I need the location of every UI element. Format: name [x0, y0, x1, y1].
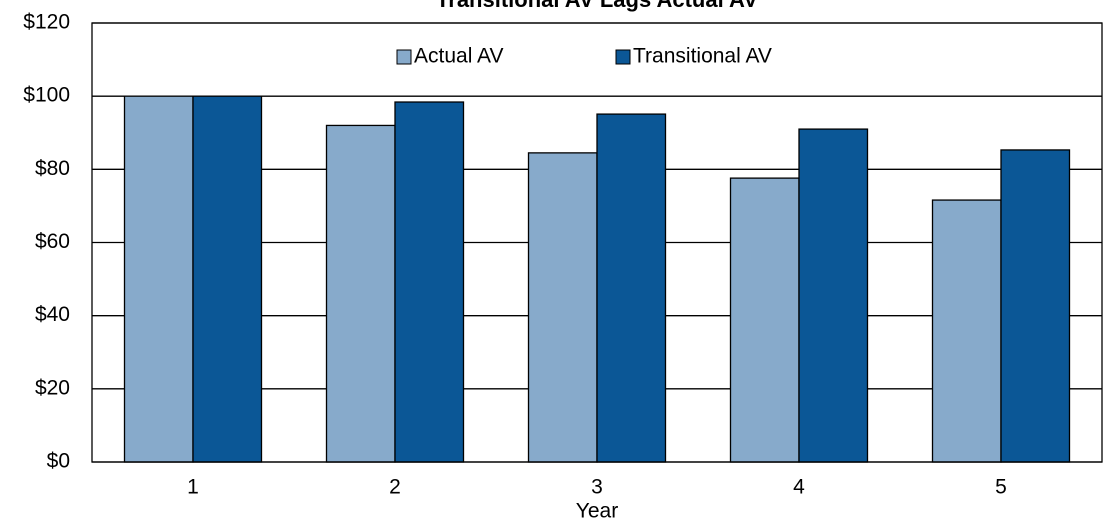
bar — [596, 113, 667, 463]
x-tick-label: 5 — [995, 476, 1007, 499]
x-axis-label: Year — [576, 500, 618, 523]
bar — [192, 95, 263, 463]
bar — [394, 101, 465, 463]
x-tick-label: 3 — [591, 476, 603, 499]
y-tick-label: $120 — [23, 11, 70, 34]
bar — [1000, 149, 1071, 463]
y-tick-label: $20 — [35, 376, 70, 399]
y-tick-label: $100 — [23, 84, 70, 107]
bar — [527, 152, 598, 463]
y-tick-label: $0 — [47, 450, 70, 473]
x-tick-label: 1 — [187, 476, 199, 499]
x-tick-label: 4 — [793, 476, 805, 499]
legend-label: Actual AV — [414, 45, 504, 68]
legend-swatch — [615, 49, 631, 65]
chart-title: Transitional AV Lags Actual AV — [436, 0, 758, 12]
bar — [931, 199, 1002, 463]
y-tick-label: $60 — [35, 230, 70, 253]
bar — [123, 95, 194, 463]
x-tick-label: 2 — [389, 476, 401, 499]
bar — [325, 124, 396, 463]
bar — [798, 128, 869, 463]
legend-label: Transitional AV — [633, 45, 772, 68]
y-tick-label: $40 — [35, 303, 70, 326]
bar — [729, 177, 800, 463]
legend-swatch — [396, 49, 412, 65]
plot-border — [91, 22, 1103, 463]
y-tick-label: $80 — [35, 157, 70, 180]
